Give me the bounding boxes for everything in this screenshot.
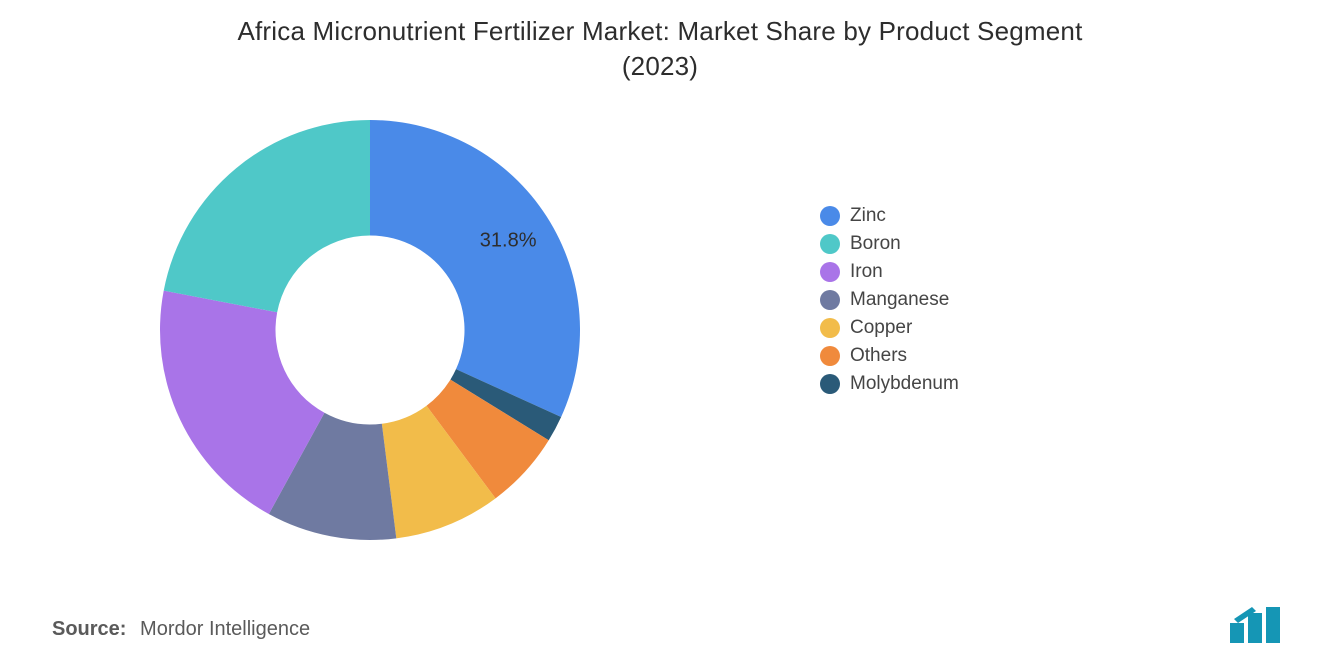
donut-chart: 31.8% — [150, 110, 590, 550]
legend-label: Zinc — [850, 205, 886, 227]
legend-item-zinc: Zinc — [820, 205, 959, 227]
legend-swatch — [820, 346, 840, 366]
legend-swatch — [820, 374, 840, 394]
legend-label: Manganese — [850, 289, 949, 311]
donut-svg — [150, 110, 590, 550]
brand-logo — [1228, 605, 1284, 645]
title-line1: Africa Micronutrient Fertilizer Market: … — [237, 16, 1082, 46]
legend-item-others: Others — [820, 345, 959, 367]
legend-swatch — [820, 262, 840, 282]
legend-label: Iron — [850, 261, 883, 283]
legend-label: Copper — [850, 317, 912, 339]
legend-label: Others — [850, 345, 907, 367]
legend-swatch — [820, 234, 840, 254]
legend-label: Molybdenum — [850, 373, 959, 395]
legend-item-manganese: Manganese — [820, 289, 959, 311]
legend-item-iron: Iron — [820, 261, 959, 283]
title-line2: (2023) — [622, 51, 698, 81]
legend-item-molybdenum: Molybdenum — [820, 373, 959, 395]
legend-swatch — [820, 290, 840, 310]
source-label: Source: — [52, 618, 126, 640]
legend: Zinc Boron Iron Manganese Copper Others Molybd… — [820, 205, 959, 401]
source-value: Mordor Intelligence — [140, 618, 310, 640]
slice-zinc — [370, 120, 580, 417]
legend-label: Boron — [850, 233, 901, 255]
legend-item-boron: Boron — [820, 233, 959, 255]
legend-swatch — [820, 318, 840, 338]
slice-label-zinc: 31.8% — [480, 230, 537, 253]
source-line: Source: Mordor Intelligence — [52, 618, 310, 641]
legend-item-copper: Copper — [820, 317, 959, 339]
slice-boron — [164, 120, 370, 312]
legend-swatch — [820, 206, 840, 226]
chart-title: Africa Micronutrient Fertilizer Market: … — [0, 0, 1320, 84]
